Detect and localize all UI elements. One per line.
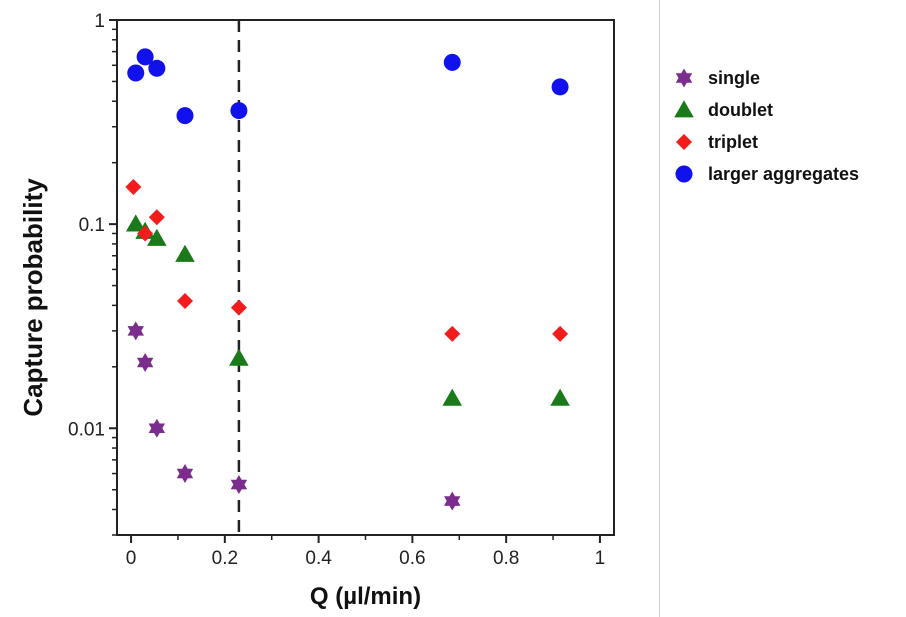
legend-label: triplet — [708, 132, 758, 152]
data-point-single — [176, 464, 194, 484]
data-point-doublet — [550, 388, 570, 406]
data-point-doublet — [125, 214, 146, 232]
data-point-single — [230, 475, 248, 495]
plot-frame — [116, 19, 615, 536]
y-axis-ticks: 0.01 0.1 1 — [68, 11, 117, 536]
data-point-larger-aggregates — [230, 102, 248, 120]
x-axis-ticks: 0 0.2 0.4 0.6 0.8 1 — [126, 535, 605, 569]
data-point-triplet — [230, 299, 247, 316]
data-point-larger-aggregates — [551, 78, 569, 96]
plot-border — [116, 19, 615, 536]
data-point-doublet — [229, 348, 249, 366]
legend-marker-larger-aggregates — [675, 165, 693, 183]
data-point-larger-aggregates — [136, 48, 154, 66]
data-point-single — [148, 418, 166, 438]
y-tick-label: 0.1 — [79, 215, 105, 236]
panel-divider — [659, 0, 660, 617]
legend-marker-single — [675, 68, 693, 88]
legend-label: doublet — [708, 100, 773, 120]
data-point-larger-aggregates — [127, 64, 145, 82]
x-tick-label: 0.6 — [399, 548, 425, 569]
data-point-single — [136, 352, 154, 372]
data-point-triplet — [137, 225, 154, 242]
data-point-doublet — [442, 388, 463, 406]
x-tick-label: 0.4 — [305, 548, 332, 569]
x-axis-title: Q (µl/min) — [310, 583, 421, 610]
data-point-larger-aggregates — [176, 107, 194, 125]
data-point-triplet — [444, 325, 461, 342]
x-tick-label: 0 — [126, 548, 137, 569]
x-tick-label: 0.2 — [212, 548, 238, 569]
data-point-single — [444, 491, 461, 511]
data-point-triplet — [176, 293, 193, 310]
legend-marker-triplet — [676, 134, 692, 150]
data-point-triplet — [552, 325, 569, 342]
legend-label: single — [708, 68, 760, 88]
plot-marks — [125, 20, 570, 535]
data-point-doublet — [175, 244, 195, 262]
data-point-triplet — [125, 179, 142, 196]
y-tick-label: 0.01 — [68, 419, 105, 440]
legend: single doublet triplet larger aggregates — [674, 68, 859, 184]
data-point-larger-aggregates — [443, 53, 461, 71]
y-tick-label: 1 — [94, 11, 105, 32]
x-tick-label: 0.8 — [493, 548, 519, 569]
data-point-larger-aggregates — [148, 59, 166, 77]
x-tick-label: 1 — [595, 548, 606, 569]
legend-label: larger aggregates — [708, 164, 859, 184]
data-point-single — [127, 321, 144, 341]
legend-marker-doublet — [674, 100, 694, 118]
y-axis-title: Capture probability — [18, 178, 48, 417]
data-point-doublet — [147, 228, 167, 246]
data-point-triplet — [148, 209, 165, 226]
